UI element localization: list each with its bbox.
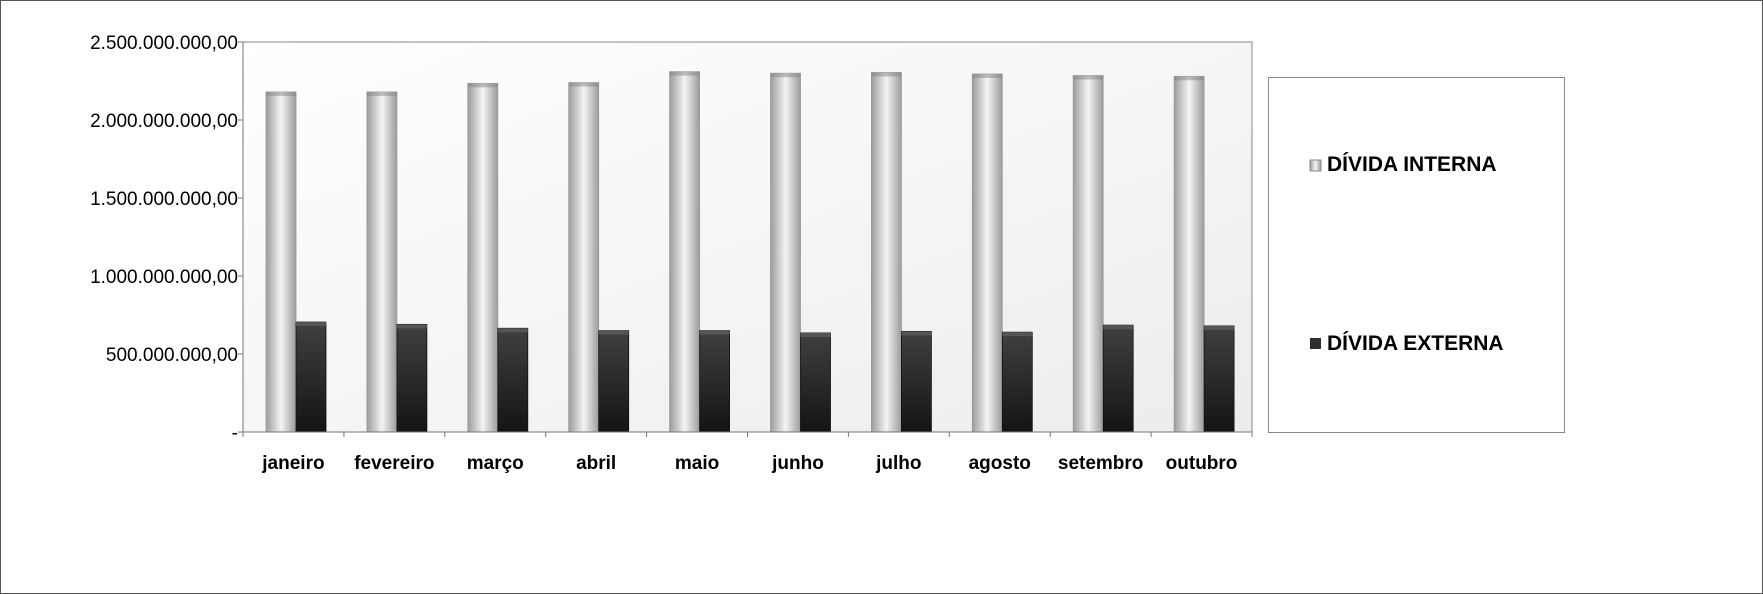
bar-top-divida-interna bbox=[1174, 76, 1205, 81]
bar-divida-interna bbox=[770, 72, 801, 433]
x-tick-label: março bbox=[467, 453, 524, 474]
y-tick-label: 2.000.000.000,00 bbox=[90, 111, 238, 132]
bar-top-divida-interna bbox=[871, 72, 902, 77]
x-tick-label: outubro bbox=[1166, 453, 1238, 474]
legend-label-externa: DÍVIDA EXTERNA bbox=[1327, 332, 1504, 355]
bar-top-divida-interna bbox=[366, 91, 397, 96]
bar-divida-interna bbox=[265, 91, 297, 433]
bar-divida-externa bbox=[699, 330, 730, 433]
bar-divida-externa bbox=[497, 327, 529, 433]
y-tick-label: 1.500.000.000,00 bbox=[90, 189, 238, 210]
bar-top-divida-externa bbox=[497, 328, 528, 333]
bar-divida-externa bbox=[1001, 331, 1033, 433]
bar-top-divida-externa bbox=[800, 332, 831, 337]
y-tick-label: 2.500.000.000,00 bbox=[90, 33, 238, 54]
bar-top-divida-externa bbox=[296, 322, 326, 327]
y-tick-label: - bbox=[232, 423, 238, 444]
bar-divida-externa bbox=[295, 321, 327, 433]
x-tick-label: fevereiro bbox=[354, 453, 434, 474]
bar-top-divida-interna bbox=[669, 71, 700, 76]
bar-divida-interna bbox=[1072, 75, 1104, 433]
x-tick-label: junho bbox=[771, 453, 824, 474]
x-axis: janeiro fevereiro março abril maio junho julho… bbox=[242, 431, 1253, 474]
y-tick-label: 500.000.000,00 bbox=[106, 345, 238, 366]
x-tick-label: maio bbox=[675, 453, 719, 474]
y-axis: - 500.000.000,00 1.000.000.000,00 1.500.000… bbox=[90, 33, 244, 444]
bar-divida-interna bbox=[1173, 75, 1205, 433]
bar-divida-interna bbox=[366, 91, 398, 433]
legend-swatch-interna bbox=[1309, 159, 1322, 172]
bar-divida-externa bbox=[1102, 324, 1134, 433]
bar-divida-externa bbox=[901, 330, 932, 433]
legend-box bbox=[1268, 77, 1565, 433]
bar-top-divida-interna bbox=[972, 73, 1003, 78]
bar-top-divida-interna bbox=[266, 91, 296, 96]
bar-top-divida-externa bbox=[699, 330, 730, 335]
legend: DÍVIDA INTERNA DÍVIDA EXTERNA bbox=[1268, 77, 1565, 433]
bar-divida-interna bbox=[971, 73, 1003, 433]
bar-divida-externa bbox=[598, 330, 630, 433]
bar-divida-interna bbox=[568, 82, 600, 433]
y-tick-label: 1.000.000.000,00 bbox=[90, 267, 238, 288]
bars bbox=[265, 71, 1235, 433]
bar-top-divida-externa bbox=[1103, 325, 1134, 330]
x-tick-label: setembro bbox=[1058, 453, 1144, 474]
bar-top-divida-externa bbox=[598, 330, 629, 335]
bar-divida-interna bbox=[669, 71, 700, 433]
bar-top-divida-interna bbox=[1073, 75, 1104, 80]
bar-top-divida-externa bbox=[901, 331, 932, 336]
x-tick-label: agosto bbox=[969, 453, 1031, 474]
bar-divida-externa bbox=[396, 323, 428, 433]
x-tick-label: abril bbox=[576, 453, 616, 474]
bar-top-divida-externa bbox=[1002, 332, 1033, 337]
bar-divida-externa bbox=[800, 332, 831, 433]
bar-divida-externa bbox=[1203, 325, 1235, 433]
bar-top-divida-interna bbox=[568, 82, 599, 87]
bar-top-divida-interna bbox=[770, 73, 801, 78]
bar-top-divida-interna bbox=[467, 83, 498, 88]
legend-swatch-externa bbox=[1310, 338, 1321, 349]
bar-top-divida-externa bbox=[1204, 325, 1235, 330]
bar-divida-interna bbox=[871, 72, 902, 433]
x-tick-label: julho bbox=[875, 453, 921, 474]
bar-top-divida-externa bbox=[396, 324, 427, 329]
legend-label-interna: DÍVIDA INTERNA bbox=[1327, 153, 1497, 176]
x-tick-label: janeiro bbox=[261, 453, 324, 474]
bar-divida-interna bbox=[467, 82, 499, 433]
